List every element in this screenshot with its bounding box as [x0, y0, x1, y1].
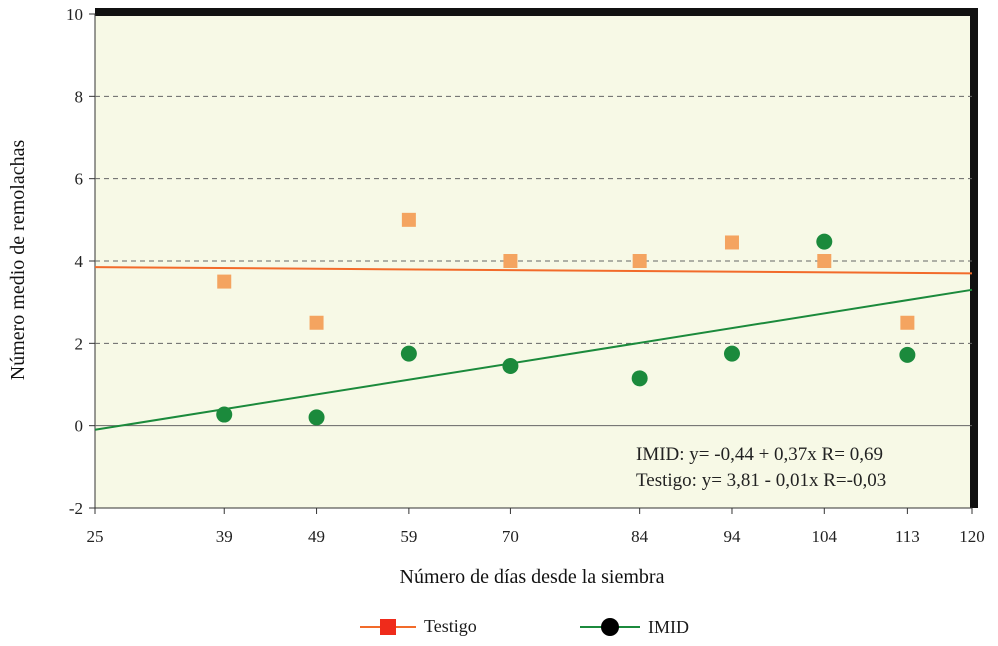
imid-point — [502, 357, 519, 374]
x-tick-label: 49 — [308, 527, 325, 546]
y-tick-label: -2 — [69, 499, 83, 518]
legend: Testigo IMID — [0, 616, 998, 646]
y-axis-title: Número medio de remolachas — [7, 140, 29, 381]
x-tick-label: 70 — [502, 527, 519, 546]
circle-marker-icon — [580, 618, 640, 636]
testigo-point — [900, 315, 915, 330]
testigo-point — [724, 235, 739, 250]
testigo-point — [632, 254, 647, 268]
y-tick-label: 8 — [75, 87, 84, 106]
x-tick-label: 39 — [216, 527, 233, 546]
x-tick-label: 94 — [723, 527, 741, 546]
y-tick-label: 4 — [75, 252, 84, 271]
testigo-point — [401, 212, 416, 227]
scatter-chart: -2 0 2 4 6 8 10 25 39 49 59 70 84 94 104 113 120 Número … — [7, 5, 985, 588]
imid-equation: IMID: y= -0,44 + 0,37x R= 0,69 — [636, 444, 883, 465]
imid-point — [816, 233, 833, 250]
y-tick-label: 2 — [75, 334, 84, 353]
trend-line-imid — [94, 288, 973, 431]
x-tick-label: 25 — [87, 527, 104, 546]
trend-line-testigo — [94, 266, 973, 275]
x-tick-label: 59 — [400, 527, 417, 546]
x-axis-title: Número de días desde la siembra — [400, 566, 665, 588]
x-tick-label: 120 — [959, 527, 985, 546]
plot-area — [95, 14, 972, 508]
imid-point — [723, 345, 740, 362]
testigo-point — [217, 274, 232, 289]
y-tick-label: 0 — [75, 417, 84, 436]
testigo-point — [817, 254, 832, 268]
imid-point — [899, 346, 916, 363]
right-border — [970, 8, 978, 508]
legend-item-imid: IMID — [580, 616, 689, 638]
x-tick-label: 104 — [812, 527, 838, 546]
imid-point — [308, 409, 325, 426]
top-border — [95, 8, 978, 16]
legend-label-imid: IMID — [648, 616, 689, 637]
y-tick-label: 6 — [75, 170, 84, 189]
x-tick-label: 113 — [895, 527, 920, 546]
legend-item-testigo: Testigo — [360, 616, 477, 637]
testigo-equation: Testigo: y= 3,81 - 0,01x R=-0,03 — [636, 470, 886, 491]
testigo-point — [309, 315, 324, 330]
imid-point — [400, 345, 417, 362]
imid-point — [216, 406, 233, 423]
y-tick-label: 10 — [66, 5, 83, 24]
square-marker-icon — [360, 618, 416, 635]
legend-label-testigo: Testigo — [424, 616, 477, 636]
x-tick-label: 84 — [631, 527, 649, 546]
imid-point — [631, 370, 648, 387]
testigo-point — [503, 254, 518, 268]
